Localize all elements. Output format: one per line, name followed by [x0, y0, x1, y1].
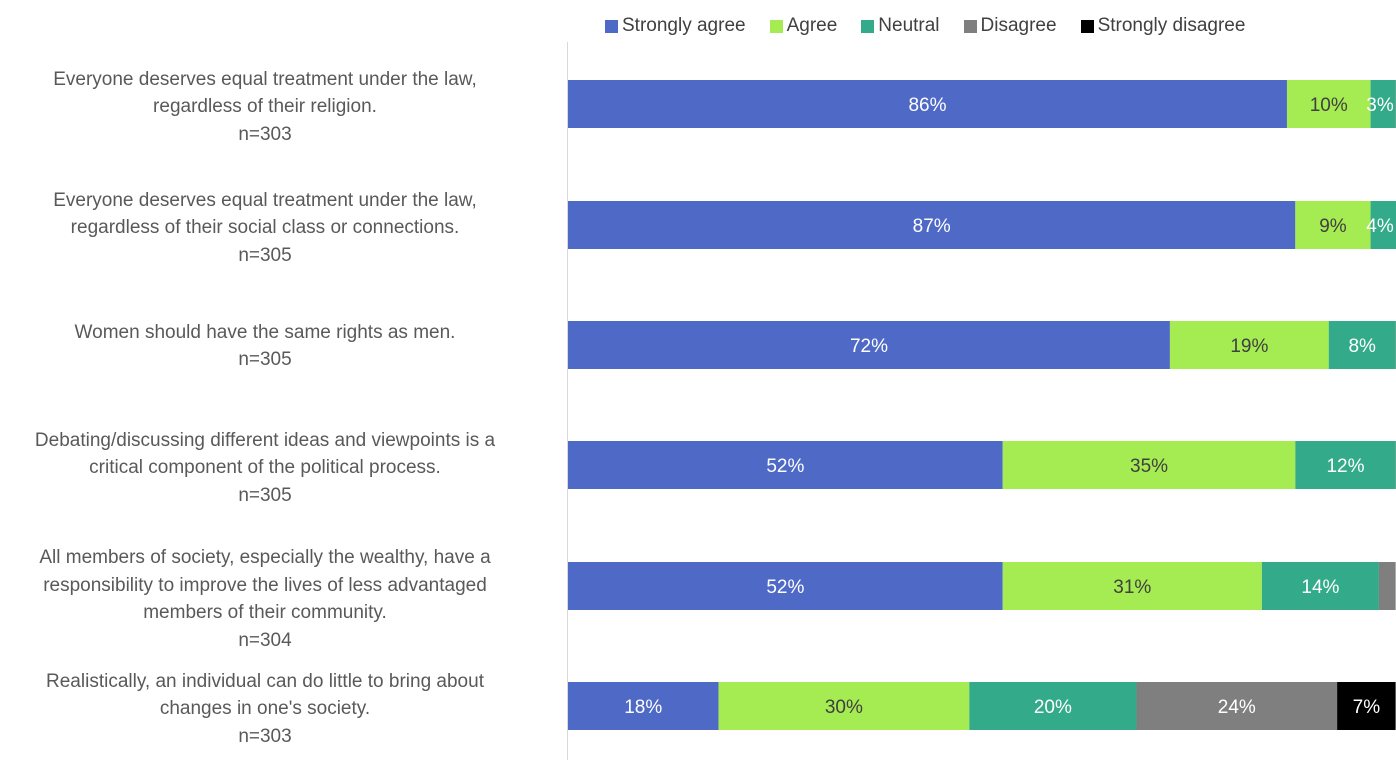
- category-label-line: members of their community.: [143, 602, 387, 623]
- data-label: 10%: [1310, 95, 1348, 116]
- legend-label: Strongly agree: [622, 15, 746, 36]
- data-label: 52%: [766, 456, 804, 477]
- category-label-line: All members of society, especially the w…: [39, 547, 491, 568]
- category-label: Everyone deserves equal treatment under …: [0, 187, 545, 270]
- category-label-line: Realistically, an individual can do litt…: [46, 670, 484, 692]
- category-label: Women should have the same rights as men…: [0, 319, 545, 374]
- bar-segment: [1295, 441, 1396, 489]
- legend-item: Agree: [769, 15, 838, 37]
- category-label-line: n=304: [238, 629, 292, 651]
- legend-item: Strongly agree: [605, 15, 746, 37]
- bar-segment: [1002, 441, 1296, 489]
- legend-label: Strongly disagree: [1097, 15, 1246, 36]
- data-label: 7%: [1353, 697, 1381, 718]
- category-label-line: Debating/discussing different ideas and …: [34, 429, 496, 451]
- bar-segment: [568, 682, 719, 730]
- category-label: Debating/discussing different ideas and …: [0, 427, 545, 510]
- category-label-line: changes in one's society.: [159, 698, 371, 720]
- category-label-line: n=303: [238, 725, 292, 747]
- legend-swatch: [605, 19, 618, 33]
- bar-segment: [969, 682, 1137, 730]
- category-label-line: n=303: [238, 123, 292, 145]
- category-label-line: Everyone deserves equal treatment under …: [53, 68, 477, 90]
- bar-segment: [1286, 80, 1371, 128]
- category-label-line: Everyone deserves equal treatment under …: [53, 189, 477, 211]
- category-axis-line: [567, 42, 568, 760]
- data-label: 86%: [908, 95, 946, 116]
- bar-segment: [568, 80, 1287, 128]
- bar-segment: [1261, 562, 1379, 610]
- data-label: 4%: [1366, 216, 1394, 237]
- bar-segment: [568, 562, 1003, 610]
- legend-swatch: [861, 19, 875, 33]
- bar-segment: [1337, 682, 1396, 730]
- bar-segment: [1136, 682, 1338, 730]
- legend-swatch: [963, 19, 977, 33]
- data-label: 72%: [850, 336, 888, 357]
- category-label-line: regardless of their religion.: [153, 96, 377, 118]
- bar-segment: [1295, 201, 1371, 249]
- data-label: 30%: [825, 697, 863, 718]
- bar-segment: [568, 321, 1170, 369]
- category-label-line: responsibility to improve the lives of l…: [43, 574, 487, 596]
- bar-segment: [1328, 321, 1396, 369]
- chart-legend: Strongly agree Agree Neutral Disagree Strong…: [605, 14, 1245, 38]
- legend-item: Neutral: [861, 15, 940, 37]
- bar-segment: [1002, 562, 1262, 610]
- bar-segment: [1370, 201, 1396, 249]
- category-label-line: n=305: [238, 244, 292, 266]
- legend-item: Disagree: [963, 15, 1057, 37]
- bar-segment: [568, 201, 1296, 249]
- category-label-line: n=305: [238, 484, 292, 506]
- data-label: 87%: [913, 216, 951, 237]
- legend-swatch: [1080, 19, 1094, 33]
- bar-segment: [1378, 562, 1396, 610]
- category-label: All members of society, especially the w…: [0, 544, 545, 654]
- legend-item: Strongly disagree: [1080, 15, 1246, 37]
- legend-swatch: [769, 19, 783, 33]
- data-label: 9%: [1319, 216, 1347, 237]
- legend-label: Disagree: [980, 15, 1057, 36]
- bar-segment: [568, 441, 1003, 489]
- data-label: 14%: [1301, 577, 1339, 598]
- data-label: 19%: [1230, 336, 1268, 357]
- data-label: 3%: [1366, 95, 1394, 116]
- category-label-line: Women should have the same rights as men…: [74, 321, 456, 343]
- data-label: 52%: [766, 577, 804, 598]
- category-label: Realistically, an individual can do litt…: [0, 668, 545, 751]
- category-label-line: n=305: [238, 349, 292, 370]
- category-label-line: critical component of the political proc…: [89, 457, 441, 479]
- data-label: 18%: [624, 697, 662, 718]
- category-label-line: regardless of their social class or conn…: [70, 217, 460, 239]
- bar-segment: [1370, 80, 1396, 128]
- bar-segment: [718, 682, 970, 730]
- category-label: Everyone deserves equal treatment under …: [0, 66, 545, 149]
- legend-label: Neutral: [878, 15, 940, 36]
- data-label: 31%: [1113, 577, 1151, 598]
- data-label: 12%: [1326, 456, 1364, 477]
- data-label: 24%: [1218, 697, 1256, 718]
- data-label: 35%: [1130, 456, 1168, 477]
- data-label: 20%: [1034, 697, 1072, 718]
- bar-segment: [1169, 321, 1329, 369]
- legend-label: Agree: [786, 15, 838, 36]
- data-label: 8%: [1348, 336, 1376, 357]
